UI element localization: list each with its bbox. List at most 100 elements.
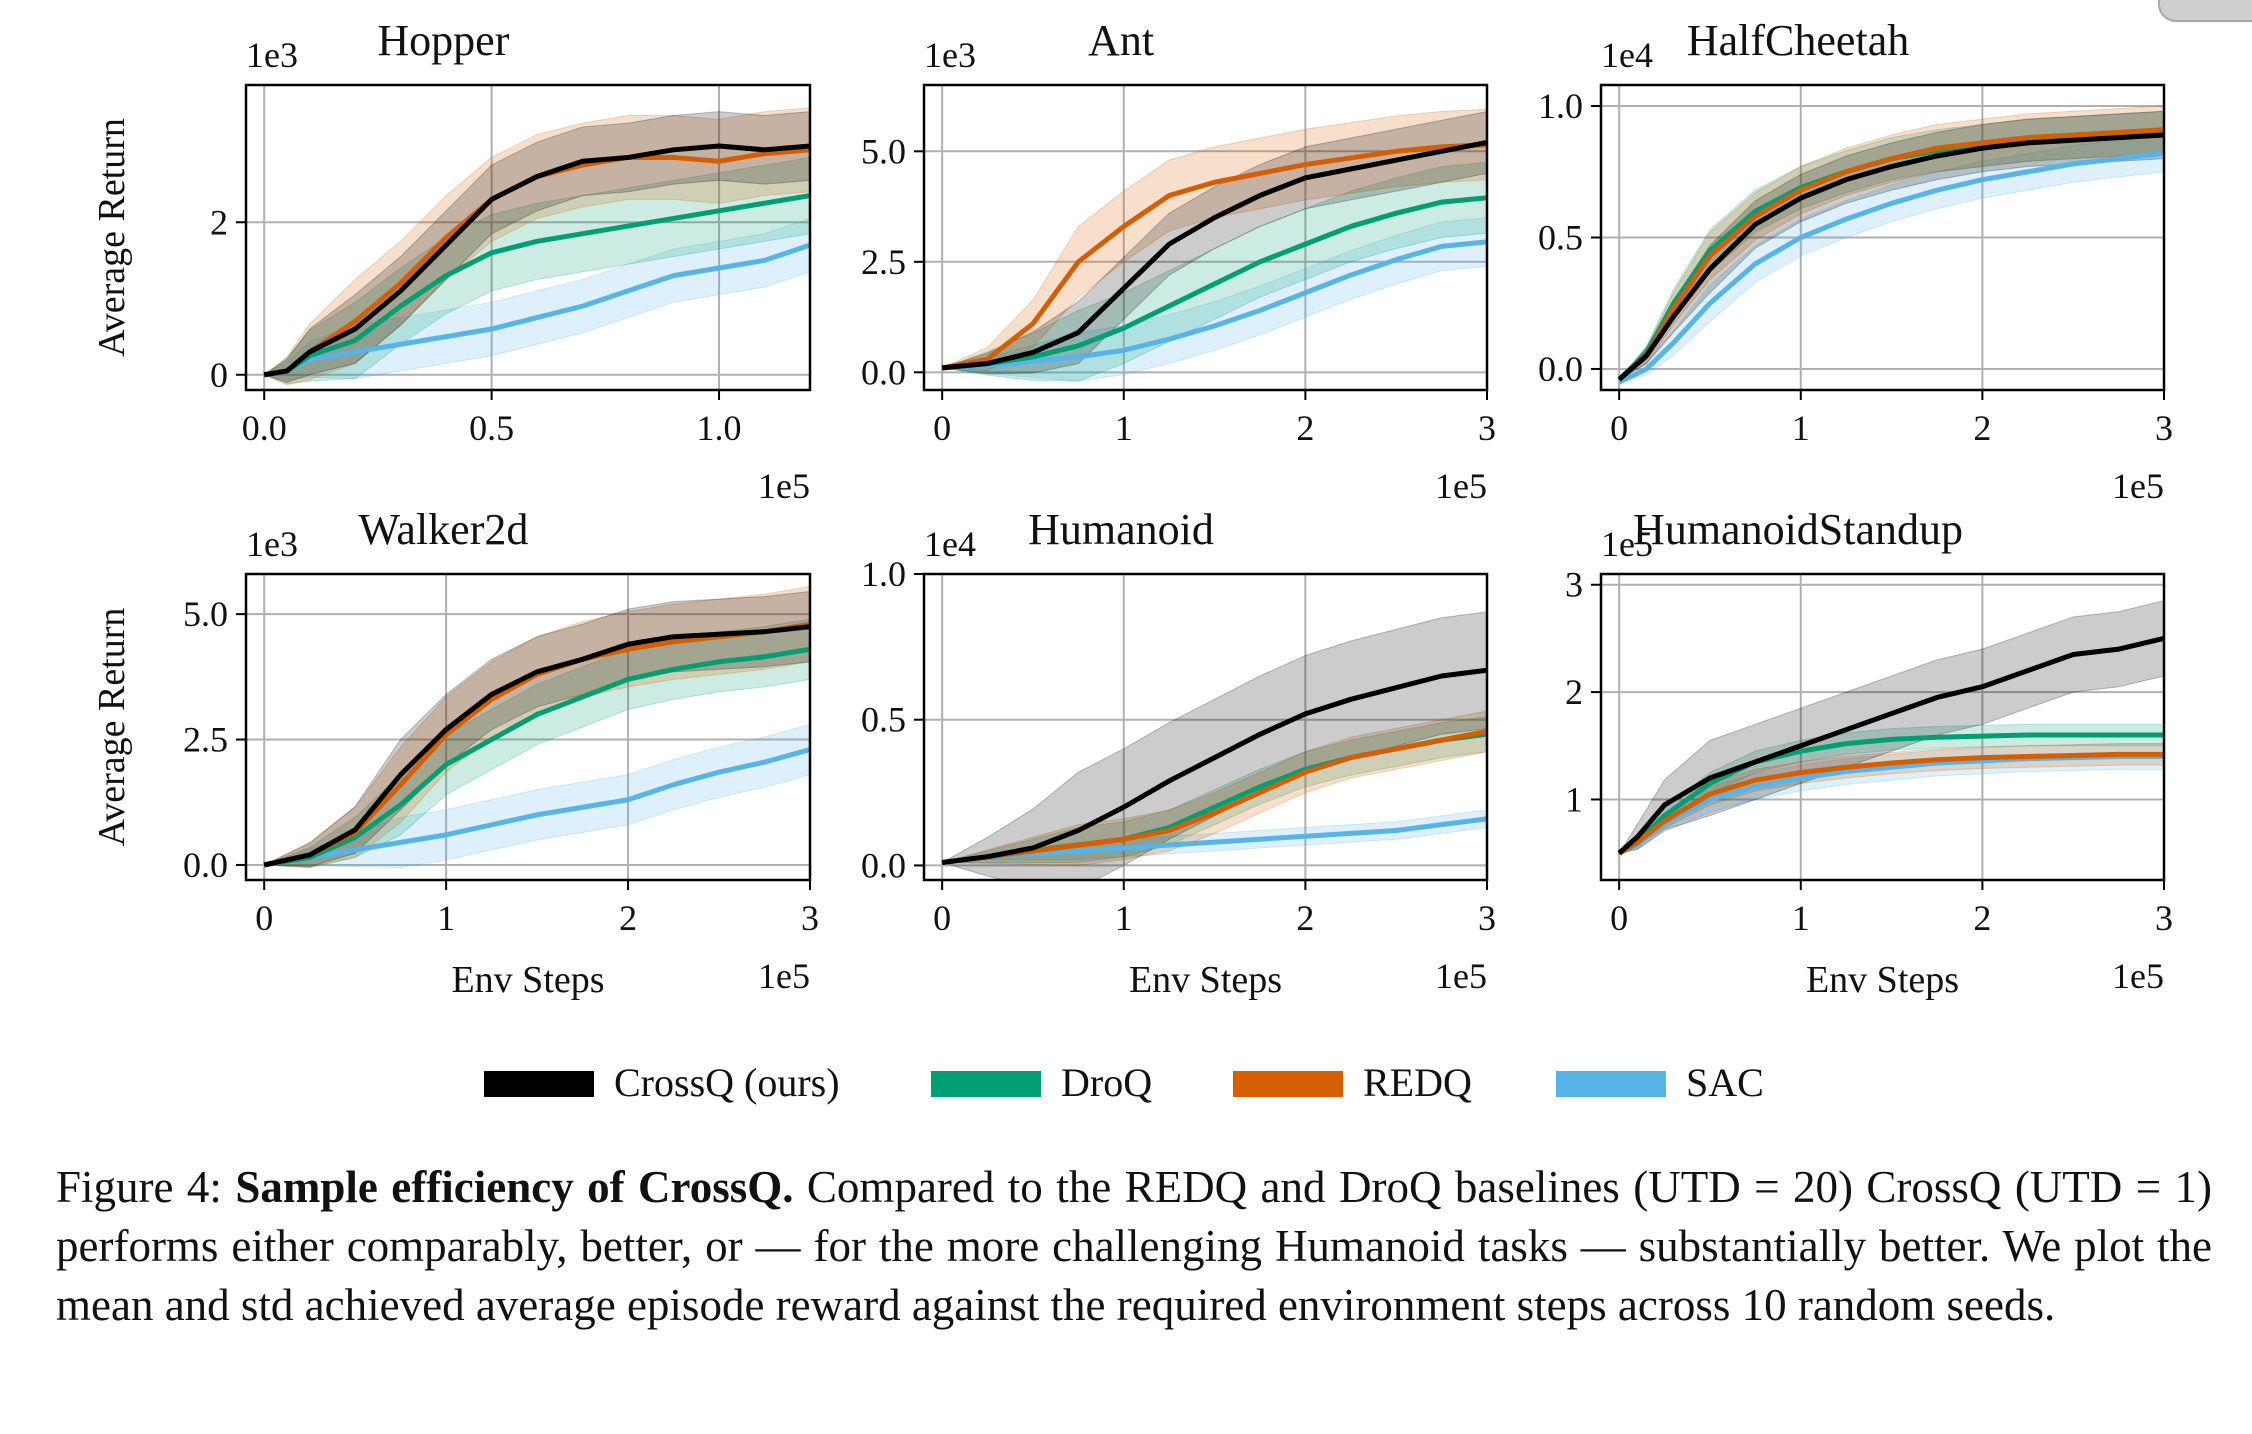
plot-area bbox=[262, 107, 810, 386]
y-multiplier: 1e3 bbox=[246, 35, 298, 75]
line-redq bbox=[941, 728, 1487, 865]
band-droq bbox=[942, 716, 1487, 864]
plot-area bbox=[262, 586, 810, 868]
axes-frame bbox=[244, 572, 812, 882]
x-tick-label: 2 bbox=[1973, 898, 1991, 938]
legend-label: REDQ bbox=[1363, 1060, 1472, 1105]
y-tick-label: 5.0 bbox=[183, 594, 228, 634]
panel-title: HumanoidStandup bbox=[1633, 505, 1963, 554]
plot-area bbox=[940, 611, 1487, 880]
x-tick-label: 2 bbox=[1296, 898, 1314, 938]
line-droq bbox=[263, 646, 810, 868]
panel-title: Humanoid bbox=[1028, 505, 1214, 554]
plot-area bbox=[1617, 105, 2164, 385]
y-tick-label: 2.5 bbox=[861, 242, 906, 282]
panel-title: Hopper bbox=[377, 16, 509, 65]
y-tick-label: 0.5 bbox=[1538, 218, 1583, 258]
line-sac bbox=[263, 747, 810, 868]
plot-area bbox=[941, 108, 1487, 382]
line-crossq bbox=[1617, 635, 2164, 856]
line-crossq bbox=[941, 667, 1487, 865]
band-redq bbox=[942, 710, 1487, 866]
x-tick-label: 0 bbox=[255, 898, 273, 938]
y-tick-label: 0 bbox=[210, 355, 228, 395]
band-droq bbox=[263, 156, 810, 385]
legend-label: SAC bbox=[1686, 1060, 1764, 1105]
line-redq bbox=[1617, 127, 2164, 382]
x-tick-label: 2 bbox=[619, 898, 637, 938]
y-tick-label: 0.0 bbox=[1538, 349, 1583, 389]
band-droq bbox=[1618, 723, 2164, 854]
x-multiplier: 1e5 bbox=[2112, 466, 2164, 506]
y-tick-label: 3 bbox=[1565, 565, 1583, 605]
band-droq bbox=[941, 161, 1487, 382]
panel-title: HalfCheetah bbox=[1687, 16, 1909, 65]
panel-ant: 0 1 2 3 0.0 2.5 5.0 Ant 1e3 1e5 bbox=[861, 16, 1496, 506]
y-tick-label: 2 bbox=[1565, 672, 1583, 712]
figure-caption: Figure 4: Sample efficiency of CrossQ. C… bbox=[56, 1158, 2212, 1335]
legend-swatch bbox=[484, 1071, 594, 1097]
x-axis-label: Env Steps bbox=[451, 959, 604, 1001]
band-sac bbox=[262, 217, 810, 381]
x-multiplier: 1e5 bbox=[758, 956, 810, 996]
y-axis-label: Average Return bbox=[91, 608, 133, 847]
line-sac bbox=[941, 816, 1487, 865]
axes-frame bbox=[244, 83, 812, 392]
band-redq bbox=[262, 586, 810, 868]
figure-svg: 0.0 0.5 1.0 0 2 Hopper 1e3 1e5 Average Return 0 1 2… bbox=[91, 16, 2173, 1105]
band-sac bbox=[264, 723, 810, 868]
line-redq bbox=[941, 142, 1487, 371]
line-crossq bbox=[1617, 132, 2164, 382]
y-tick-label: 1.0 bbox=[1538, 86, 1583, 126]
x-tick-label: 0 bbox=[933, 898, 951, 938]
band-crossq bbox=[263, 111, 810, 383]
x-tick-label: 3 bbox=[2155, 898, 2173, 938]
x-tick-label: 1 bbox=[1115, 898, 1133, 938]
band-sac bbox=[1618, 743, 2164, 854]
x-tick-label: 0.0 bbox=[242, 408, 287, 448]
panel-walker2d: 0 1 2 3 0.0 2.5 5.0 Walker2d 1e3 1e5 Env Steps Aver… bbox=[91, 505, 819, 1001]
band-crossq bbox=[940, 611, 1487, 880]
x-tick-label: 1 bbox=[1115, 408, 1133, 448]
y-multiplier: 1e3 bbox=[924, 35, 976, 75]
y-multiplier: 1e3 bbox=[246, 524, 298, 564]
x-multiplier: 1e5 bbox=[1435, 956, 1487, 996]
x-tick-label: 0 bbox=[1610, 898, 1628, 938]
x-tick-label: 3 bbox=[801, 898, 819, 938]
x-tick-label: 1 bbox=[1792, 408, 1810, 448]
legend-item-droq: DroQ bbox=[931, 1060, 1152, 1105]
axes-frame bbox=[1599, 572, 2166, 882]
band-redq bbox=[941, 108, 1487, 372]
legend: CrossQ (ours) DroQ REDQ SAC bbox=[484, 1060, 1764, 1105]
panel-title: Walker2d bbox=[358, 505, 528, 554]
x-tick-label: 1 bbox=[1792, 898, 1810, 938]
plot-area bbox=[1617, 600, 2164, 856]
panel-humanoid: 0 1 2 3 0.0 0.5 1.0 Humanoid 1e4 1e5 Env Steps bbox=[861, 505, 1496, 1001]
legend-item-sac: SAC bbox=[1556, 1060, 1764, 1105]
legend-swatch bbox=[1556, 1071, 1666, 1097]
band-redq bbox=[263, 107, 810, 386]
x-multiplier: 1e5 bbox=[2112, 956, 2164, 996]
legend-label: CrossQ (ours) bbox=[614, 1060, 840, 1105]
y-tick-label: 5.0 bbox=[861, 131, 906, 171]
line-droq bbox=[941, 195, 1487, 371]
x-multiplier: 1e5 bbox=[758, 466, 810, 506]
y-tick-label: 0.0 bbox=[861, 845, 906, 885]
x-tick-label: 2 bbox=[1296, 408, 1314, 448]
x-tick-label: 0 bbox=[1610, 408, 1628, 448]
panel-title: Ant bbox=[1088, 16, 1154, 65]
line-redq bbox=[1617, 751, 2164, 856]
x-tick-label: 0.5 bbox=[469, 408, 514, 448]
y-axis-label: Average Return bbox=[91, 118, 133, 357]
panel-hopper: 0.0 0.5 1.0 0 2 Hopper 1e3 1e5 Average Return bbox=[91, 16, 812, 506]
line-droq bbox=[1617, 732, 2164, 856]
window-corner-tab bbox=[2158, 0, 2252, 22]
x-tick-label: 3 bbox=[2155, 408, 2173, 448]
x-tick-label: 3 bbox=[1478, 898, 1496, 938]
x-tick-label: 3 bbox=[1478, 408, 1496, 448]
y-multiplier: 1e4 bbox=[924, 524, 976, 564]
legend-item-crossq: CrossQ (ours) bbox=[484, 1060, 840, 1105]
panel-halfcheetah: 0 1 2 3 0.0 0.5 1.0 HalfCheetah 1e4 1e5 bbox=[1538, 16, 2173, 506]
axes-frame bbox=[922, 83, 1489, 392]
y-tick-label: 2.5 bbox=[183, 720, 228, 760]
